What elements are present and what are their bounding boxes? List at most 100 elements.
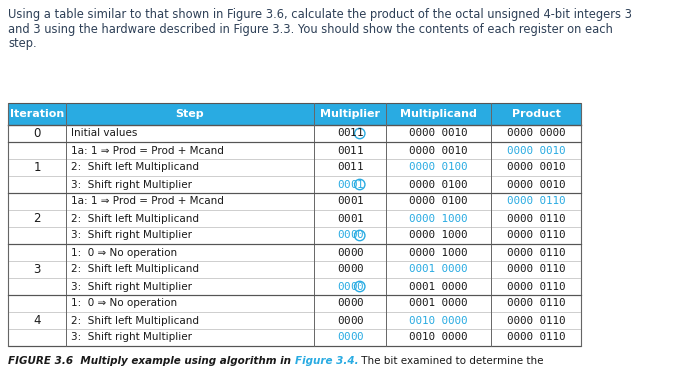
Text: 1: 1: [356, 213, 363, 223]
Text: 0001 0000: 0001 0000: [409, 299, 468, 309]
Text: 0000 0010: 0000 0010: [507, 145, 565, 155]
Text: 0: 0: [33, 127, 40, 140]
Text: 0: 0: [337, 265, 344, 275]
Bar: [8, 329, 581, 346]
Text: 0: 0: [356, 265, 363, 275]
Text: 0: 0: [344, 299, 350, 309]
Text: 1: 1: [356, 196, 363, 206]
Text: 0000 0100: 0000 0100: [409, 196, 468, 206]
Text: 2:  Shift left Multiplicand: 2: Shift left Multiplicand: [71, 213, 199, 223]
Text: 0001 0000: 0001 0000: [409, 282, 468, 292]
Text: 1: 1: [33, 161, 41, 174]
Text: 0: 0: [337, 231, 344, 240]
Text: 2:  Shift left Multiplicand: 2: Shift left Multiplicand: [71, 265, 199, 275]
Text: 0: 0: [337, 145, 344, 155]
Text: 1: 1: [350, 162, 356, 172]
Bar: [8, 176, 581, 193]
Text: 3:  Shift right Multiplier: 3: Shift right Multiplier: [71, 231, 192, 240]
Text: 0: 0: [356, 231, 363, 240]
Text: 0: 0: [350, 333, 356, 343]
Text: 0: 0: [337, 316, 344, 326]
Text: 0: 0: [356, 316, 363, 326]
Text: 0000 1000: 0000 1000: [409, 248, 468, 258]
Text: 0: 0: [344, 333, 350, 343]
Text: 2:  Shift left Multiplicand: 2: Shift left Multiplicand: [71, 162, 199, 172]
Bar: [491, 103, 581, 125]
Text: 0: 0: [337, 248, 344, 258]
Text: 3:  Shift right Multiplier: 3: Shift right Multiplier: [71, 282, 192, 292]
Text: 0000 0110: 0000 0110: [507, 248, 565, 258]
Text: 3:  Shift right Multiplier: 3: Shift right Multiplier: [71, 333, 192, 343]
Text: 0: 0: [350, 265, 356, 275]
Text: 0: 0: [356, 248, 363, 258]
Text: Using a table similar to that shown in Figure 3.6, calculate the product of the : Using a table similar to that shown in F…: [8, 8, 632, 21]
Text: 0: 0: [344, 265, 350, 275]
Text: 0000 0110: 0000 0110: [507, 282, 565, 292]
Text: The bit examined to determine the: The bit examined to determine the: [358, 356, 544, 366]
Text: 0000 0100: 0000 0100: [409, 179, 468, 189]
Text: 1: 1: [356, 179, 363, 189]
Text: 3:  Shift right Multiplier: 3: Shift right Multiplier: [71, 179, 192, 189]
Text: 1a: 1 ⇒ Prod = Prod + Mcand: 1a: 1 ⇒ Prod = Prod + Mcand: [71, 145, 224, 155]
Text: 0000 0110: 0000 0110: [507, 333, 565, 343]
Text: 0: 0: [356, 282, 363, 292]
Text: Figure 3.4.: Figure 3.4.: [294, 356, 358, 366]
Text: 1: 1: [356, 145, 363, 155]
Text: 0: 0: [350, 179, 356, 189]
Text: 0000 1000: 0000 1000: [409, 213, 468, 223]
Text: Initial values: Initial values: [71, 128, 137, 138]
Text: 0: 0: [350, 316, 356, 326]
Bar: [8, 103, 581, 346]
Text: 0000 0110: 0000 0110: [507, 299, 565, 309]
Bar: [8, 295, 581, 312]
Text: FIGURE 3.6  Multiply example using algorithm in: FIGURE 3.6 Multiply example using algori…: [8, 356, 294, 366]
Text: 0000 0010: 0000 0010: [507, 179, 565, 189]
Bar: [8, 210, 581, 227]
Text: 0001 0000: 0001 0000: [409, 265, 468, 275]
Text: 1: 1: [356, 128, 363, 138]
Text: 0: 0: [344, 196, 350, 206]
Bar: [8, 142, 581, 159]
Text: 1a: 1 ⇒ Prod = Prod + Mcand: 1a: 1 ⇒ Prod = Prod + Mcand: [71, 196, 224, 206]
Text: Multiplier: Multiplier: [320, 109, 380, 119]
Text: 1: 1: [350, 128, 356, 138]
Text: 0: 0: [344, 145, 350, 155]
Text: 0: 0: [337, 162, 344, 172]
Bar: [8, 103, 66, 125]
Text: Iteration: Iteration: [10, 109, 64, 119]
Text: 2: 2: [33, 212, 41, 225]
Text: 0000 0110: 0000 0110: [507, 316, 565, 326]
Text: 0000 0010: 0000 0010: [409, 128, 468, 138]
Text: 0010 0000: 0010 0000: [409, 316, 468, 326]
Text: Product: Product: [512, 109, 560, 119]
Text: 0010 0000: 0010 0000: [409, 333, 468, 343]
Text: 1:  0 ⇒ No operation: 1: 0 ⇒ No operation: [71, 248, 177, 258]
Text: 0: 0: [350, 299, 356, 309]
Text: 0000 0110: 0000 0110: [507, 265, 565, 275]
Text: 0: 0: [344, 231, 350, 240]
Text: 0: 0: [344, 128, 350, 138]
Text: 0: 0: [337, 213, 344, 223]
Text: 0: 0: [344, 213, 350, 223]
Text: 0: 0: [337, 179, 344, 189]
Text: 1: 1: [350, 145, 356, 155]
Text: and 3 using the hardware described in Figure 3.3. You should show the contents o: and 3 using the hardware described in Fi…: [8, 23, 613, 36]
Text: 3: 3: [33, 263, 40, 276]
Text: 0: 0: [337, 299, 344, 309]
Text: 0: 0: [356, 299, 363, 309]
Bar: [8, 312, 581, 329]
Text: 0000 0110: 0000 0110: [507, 213, 565, 223]
Bar: [8, 261, 581, 278]
Text: 0: 0: [356, 333, 363, 343]
Bar: [8, 227, 581, 244]
Text: 0000 0110: 0000 0110: [507, 231, 565, 240]
Text: 0: 0: [344, 248, 350, 258]
Text: 0: 0: [344, 282, 350, 292]
Text: 0: 0: [350, 196, 356, 206]
Bar: [8, 125, 581, 142]
Text: 0: 0: [350, 231, 356, 240]
Text: 0: 0: [350, 282, 356, 292]
Text: 0000 0010: 0000 0010: [507, 162, 565, 172]
Text: 0000 0000: 0000 0000: [507, 128, 565, 138]
Bar: [66, 103, 314, 125]
